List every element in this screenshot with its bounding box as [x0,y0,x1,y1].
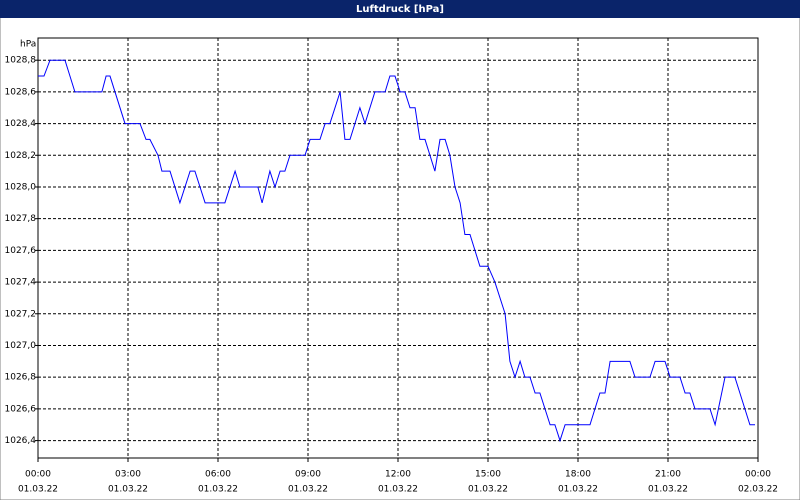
title-bar [0,0,800,18]
data-line [38,59,755,443]
chart-title: Luftdruck [hPa] [356,4,444,15]
x-tick-date: 01.03.22 [18,485,58,495]
x-tick-label: 00:00 [25,470,51,480]
x-tick-label: 15:00 [475,470,501,480]
x-tick-date: 01.03.22 [648,485,688,495]
x-tick-label: 06:00 [205,470,231,480]
x-tick-label: 09:00 [295,470,321,480]
x-tick-date: 01.03.22 [288,485,328,495]
y-tick-label: 1028,4 [5,119,37,129]
y-tick-label: 1027,6 [5,246,37,256]
y-tick-label: 1026,4 [5,436,37,446]
x-tick-date: 01.03.22 [468,485,508,495]
y-tick-label: 1026,6 [5,404,37,414]
y-tick-label: 1027,8 [5,214,37,224]
y-tick-label: 1028,6 [5,87,37,97]
x-tick-date: 01.03.22 [378,485,418,495]
x-tick-date: 01.03.22 [108,485,148,495]
x-tick-date: 01.03.22 [558,485,598,495]
x-tick-label: 18:00 [565,470,591,480]
x-tick-label: 00:00 [745,470,771,480]
x-tick-label: 21:00 [655,470,681,480]
y-tick-label: 1027,2 [5,309,37,319]
y-tick-label: 1028,0 [5,182,37,192]
x-tick-date: 02.03.22 [738,485,778,495]
y-axis-label: hPa [20,40,36,50]
x-tick-label: 12:00 [385,470,411,480]
y-tick-label: 1028,2 [5,151,37,161]
y-tick-label: 1026,8 [5,373,37,383]
y-tick-label: 1027,4 [5,278,37,288]
x-tick-date: 01.03.22 [198,485,238,495]
y-tick-label: 1027,0 [5,341,37,351]
y-tick-label: 1028,8 [5,56,37,66]
x-tick-label: 03:00 [115,470,141,480]
